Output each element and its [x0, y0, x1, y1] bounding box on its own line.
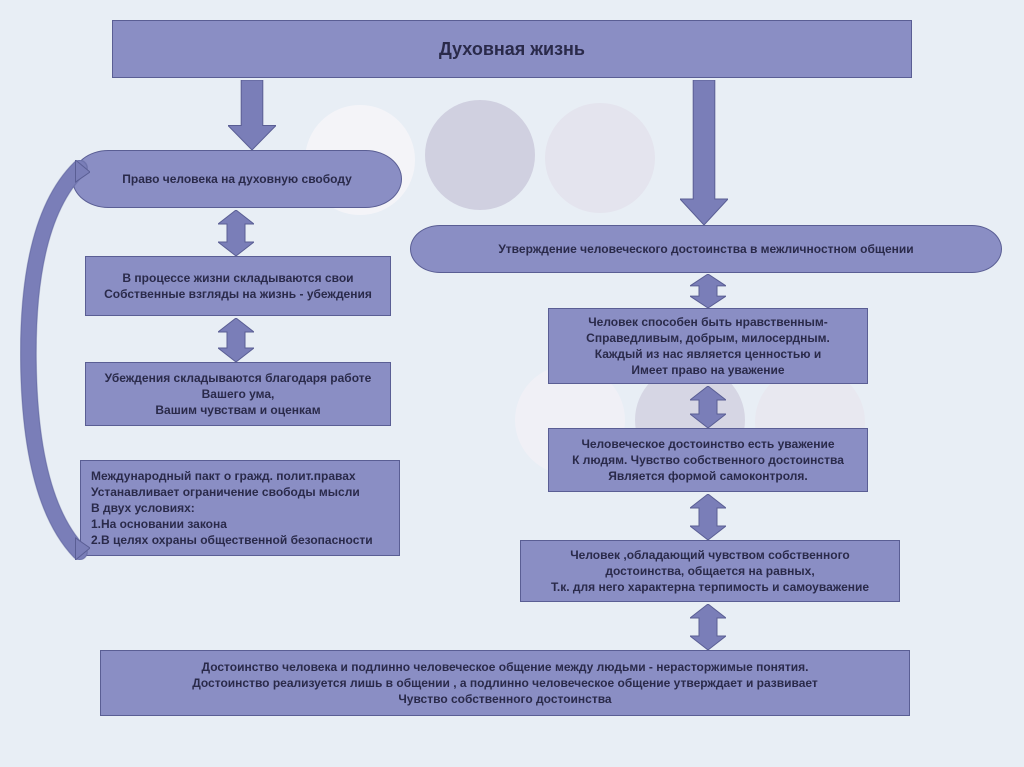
down-arrow-icon	[680, 80, 728, 225]
bg-circle	[425, 100, 535, 210]
updown-arrow-icon	[690, 494, 726, 540]
node-title: Духовная жизнь	[112, 20, 912, 78]
node-bottom-text: Достоинство человека и подлинно человече…	[192, 659, 818, 708]
node-right3: Человеческое достоинство есть уважениеК …	[548, 428, 868, 492]
bg-circle	[545, 103, 655, 213]
node-left2: В процессе жизни складываются своиСобств…	[85, 256, 391, 316]
arrow-right3-right4	[690, 494, 726, 545]
arrow-right4-bottom	[690, 604, 726, 655]
node-right1-text: Утверждение человеческого достоинства в …	[498, 241, 913, 257]
updown-arrow-icon	[690, 604, 726, 650]
node-left4: Международный пакт о гражд. полит.правах…	[80, 460, 400, 556]
node-right2-text: Человек способен быть нравственным-Справ…	[586, 314, 830, 379]
arrow-right1-right2	[690, 274, 726, 313]
arrow-left1-left2	[218, 210, 254, 261]
updown-arrow-icon	[218, 210, 254, 256]
node-bottom: Достоинство человека и подлинно человече…	[100, 650, 910, 716]
updown-arrow-icon	[690, 274, 726, 308]
node-right4-text: Человек ,обладающий чувством собственног…	[551, 547, 869, 596]
curve-arrow-icon	[20, 160, 90, 560]
arrow-title-to-left1	[228, 80, 276, 155]
node-left1-text: Право человека на духовную свободу	[122, 171, 352, 187]
arrow-title-to-right1	[680, 80, 728, 230]
arrow-right2-right3	[690, 386, 726, 433]
arrow-left-curve	[20, 160, 90, 565]
node-title-text: Духовная жизнь	[439, 37, 585, 61]
arrow-left2-left3	[218, 318, 254, 367]
node-right3-text: Человеческое достоинство есть уважениеК …	[572, 436, 844, 485]
node-right2: Человек способен быть нравственным-Справ…	[548, 308, 868, 384]
down-arrow-icon	[228, 80, 276, 150]
node-left1: Право человека на духовную свободу	[72, 150, 402, 208]
node-left3: Убеждения складываются благодаря работеВ…	[85, 362, 391, 426]
node-left2-text: В процессе жизни складываются своиСобств…	[104, 270, 372, 302]
node-right4: Человек ,обладающий чувством собственног…	[520, 540, 900, 602]
updown-arrow-icon	[690, 386, 726, 428]
node-left4-text: Международный пакт о гражд. полит.правах…	[91, 468, 373, 549]
node-left3-text: Убеждения складываются благодаря работеВ…	[105, 370, 372, 419]
updown-arrow-icon	[218, 318, 254, 362]
node-right1: Утверждение человеческого достоинства в …	[410, 225, 1002, 273]
